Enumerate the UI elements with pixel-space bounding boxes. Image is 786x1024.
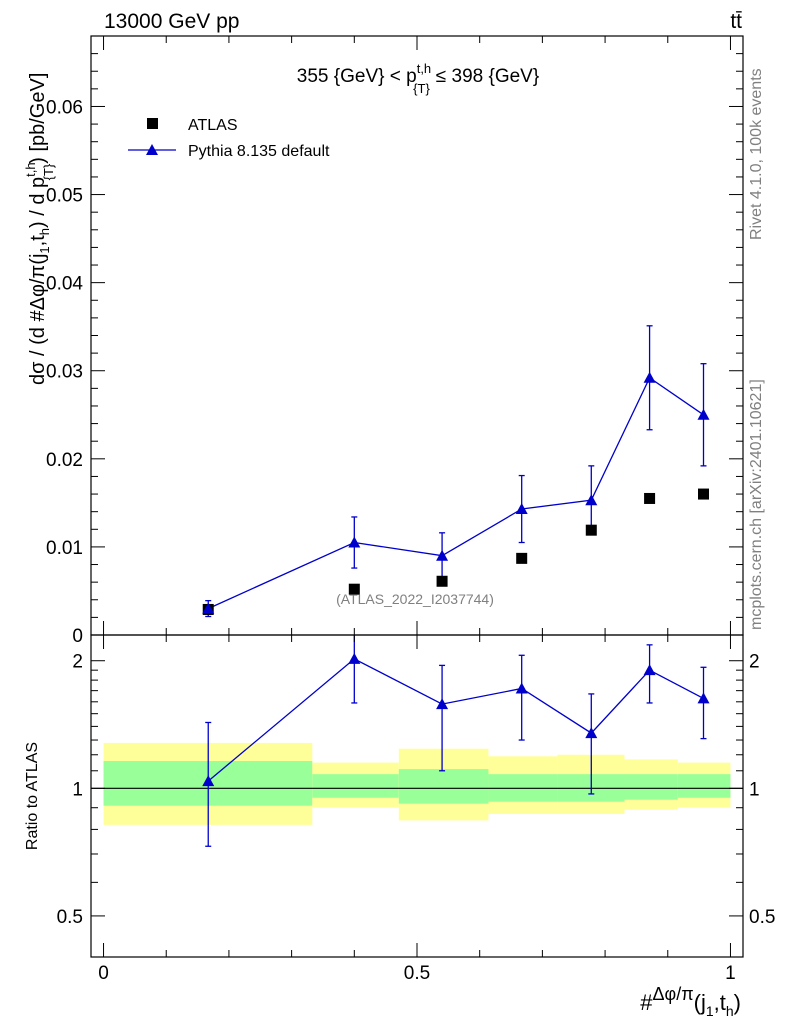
legend-pythia-label: Pythia 8.135 default [188, 143, 330, 160]
atlas-point [585, 524, 597, 536]
ratio-ytick-label-right: 0.5 [749, 907, 775, 928]
atlas-point [698, 488, 710, 500]
ylabel-part: ) / d p [27, 177, 49, 228]
pythia-line [207, 376, 704, 610]
ratio-ytick-label: 0.5 [57, 907, 83, 928]
analysis-watermark: (ATLAS_2022_I2037744) [336, 591, 494, 607]
ratio-pythia-point [697, 692, 710, 704]
ratio-xtick-label: 1 [725, 963, 736, 984]
ratio-ytick-label-right: 1 [749, 779, 760, 800]
ratio-axes: 0.5 0.5 1 1 2 2 0 0.5 1 [57, 634, 775, 984]
legend: ATLAS Pythia 8.135 default [128, 117, 330, 160]
legend-atlas-marker [147, 118, 158, 129]
mcplots-label: mcplots.cern.ch [arXiv:2401.10621] [748, 379, 765, 630]
pythia-point [643, 371, 656, 383]
ratio-pythia-point [436, 698, 449, 710]
ratio-bands-layer [91, 742, 743, 825]
rivet-label: Rivet 4.1.0, 100k events [748, 68, 765, 240]
xlabel-part: ,t [714, 990, 726, 1015]
pythia-point [202, 602, 215, 614]
ratio-pythia-point [515, 682, 528, 694]
ratio-band-inner [677, 774, 731, 798]
x-axis-label: #Δφ/π(j1,th) [640, 984, 741, 1019]
ratio-band-inner [624, 774, 678, 800]
xlabel-part: ) [734, 990, 741, 1015]
xlabel-sub: h [726, 1003, 734, 1019]
main-ytick-label: 0.01 [46, 538, 83, 559]
ylabel-sub: 1 [37, 246, 52, 253]
ratio-pythia-point [585, 727, 598, 739]
pythia-point [515, 503, 528, 515]
main-ytick-label: 0 [72, 626, 83, 647]
ratio-pythia-point [202, 775, 215, 787]
pythia-point [585, 494, 598, 506]
legend-pythia-marker [146, 144, 158, 155]
ylabel-sup: t,h [23, 162, 38, 176]
atlas-point [516, 552, 528, 564]
ylabel-part: dσ / (d # [27, 310, 49, 385]
ratio-ytick-label-right: 2 [749, 652, 760, 673]
main-ylabel: dσ / (d #Δφ/π(j1,th) / d pt,h {T}) [pb/Ge… [23, 73, 56, 385]
pythia-point [697, 408, 710, 420]
main-axes: 0 0.01 0.02 0.03 0.04 0.05 0.06 [46, 35, 744, 647]
energy-label: 13000 GeV pp [104, 10, 239, 33]
main-ytick-label: 0.06 [46, 97, 83, 118]
ratio-ylabel: Ratio to ATLAS [24, 742, 41, 850]
atlas-point [644, 492, 656, 504]
ratio-ytick-label: 2 [72, 652, 83, 673]
ratio-xtick-label: 0.5 [404, 963, 430, 984]
ylabel-part: ) [pb/GeV] [27, 73, 49, 164]
pythia-point [348, 536, 361, 548]
ylabel-part: ,t [27, 235, 49, 247]
ratio-ytick-label: 1 [72, 779, 83, 800]
pythia-point [436, 549, 449, 561]
ratio-pythia-point [643, 664, 656, 676]
title-prefix: 355 {GeV} < p [297, 66, 417, 87]
xlabel-part: (j [694, 990, 706, 1015]
title-sup: t,h [417, 61, 431, 76]
ylabel-sub: h [37, 228, 52, 235]
plot-title: 355 {GeV} < pt,h {T} ≤ 398 {GeV} [297, 61, 539, 96]
ratio-band-inner [312, 774, 399, 798]
title-suffix: ≤ 398 {GeV} [436, 66, 539, 87]
title-sub: {T} [413, 81, 430, 96]
xlabel-part: # [640, 990, 653, 1015]
ratio-band-inner [398, 769, 489, 804]
atlas-point [436, 575, 448, 587]
xlabel-frac: Δφ/π [653, 984, 694, 1004]
ylabel-part: (j [27, 254, 49, 265]
ratio-pythia-point [348, 652, 361, 664]
ratio-xtick-label: 0 [98, 963, 109, 984]
ratio-series-layer [202, 635, 710, 847]
main-ytick-label: 0.05 [46, 186, 83, 207]
main-ytick-label: 0.03 [46, 362, 83, 383]
xlabel-sub: 1 [706, 1003, 714, 1019]
process-label: tt̄ [730, 10, 742, 33]
main-ytick-label: 0.04 [46, 274, 83, 295]
ylabel-frac: Δφ/π [27, 265, 49, 311]
legend-atlas-label: ATLAS [188, 117, 238, 134]
atlas-point [348, 583, 360, 595]
main-ytick-label: 0.02 [46, 450, 83, 471]
ylabel-sub: {T} [41, 163, 56, 180]
main-series-layer [202, 325, 710, 618]
